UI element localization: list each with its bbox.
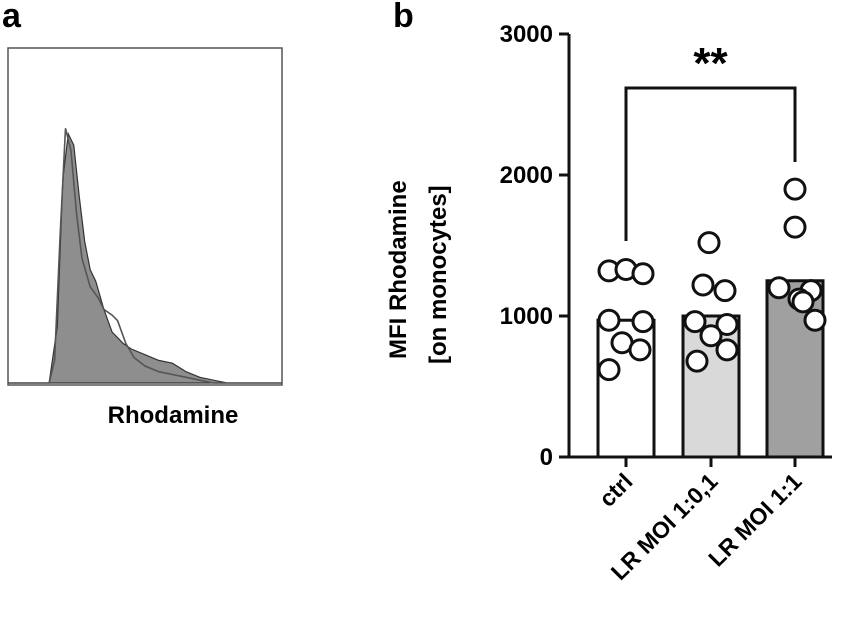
data-point-3-6 <box>791 290 815 314</box>
data-point-2-4 <box>683 310 707 334</box>
y-tick-label: 3000 <box>500 21 553 48</box>
significance-bracket <box>624 86 797 241</box>
x-tick-label: ctrl <box>594 468 638 512</box>
data-point-1-5 <box>631 310 655 334</box>
data-point-3-2 <box>783 215 807 239</box>
histogram-panel <box>7 47 283 386</box>
y-tick-label: 2000 <box>500 162 553 189</box>
data-point-3-7 <box>803 308 827 332</box>
data-point-2-8 <box>685 349 709 373</box>
y-tick-label: 0 <box>540 444 553 471</box>
histogram-outline-series <box>8 128 282 384</box>
y-axis-title: MFI Rhodamine [on monocytes] <box>385 180 452 364</box>
data-point-2-3 <box>713 279 737 303</box>
histogram-frame <box>7 47 283 386</box>
y-tick-label: 1000 <box>500 303 553 330</box>
data-point-1-4 <box>597 308 621 332</box>
data-point-2-7 <box>715 338 739 362</box>
data-point-2-5 <box>715 312 739 336</box>
data-point-1-7 <box>628 338 652 362</box>
significance-label: ** <box>693 39 728 88</box>
data-point-3-3 <box>767 276 791 300</box>
data-point-2-2 <box>691 273 715 297</box>
data-point-2-1 <box>697 231 721 255</box>
panel-b-label: b <box>393 0 414 35</box>
y-axis-title-line-1: MFI Rhodamine <box>385 180 412 359</box>
histogram-x-label: Rhodamine <box>108 402 239 429</box>
data-point-1-8 <box>597 358 621 382</box>
data-point-3-1 <box>783 177 807 201</box>
histogram-filled-series <box>8 131 282 384</box>
y-axis-title-line-2: [on monocytes] <box>425 185 452 364</box>
panel-a-label: a <box>2 0 22 35</box>
data-point-1-3 <box>631 262 655 286</box>
data-point-2-6 <box>699 324 723 348</box>
